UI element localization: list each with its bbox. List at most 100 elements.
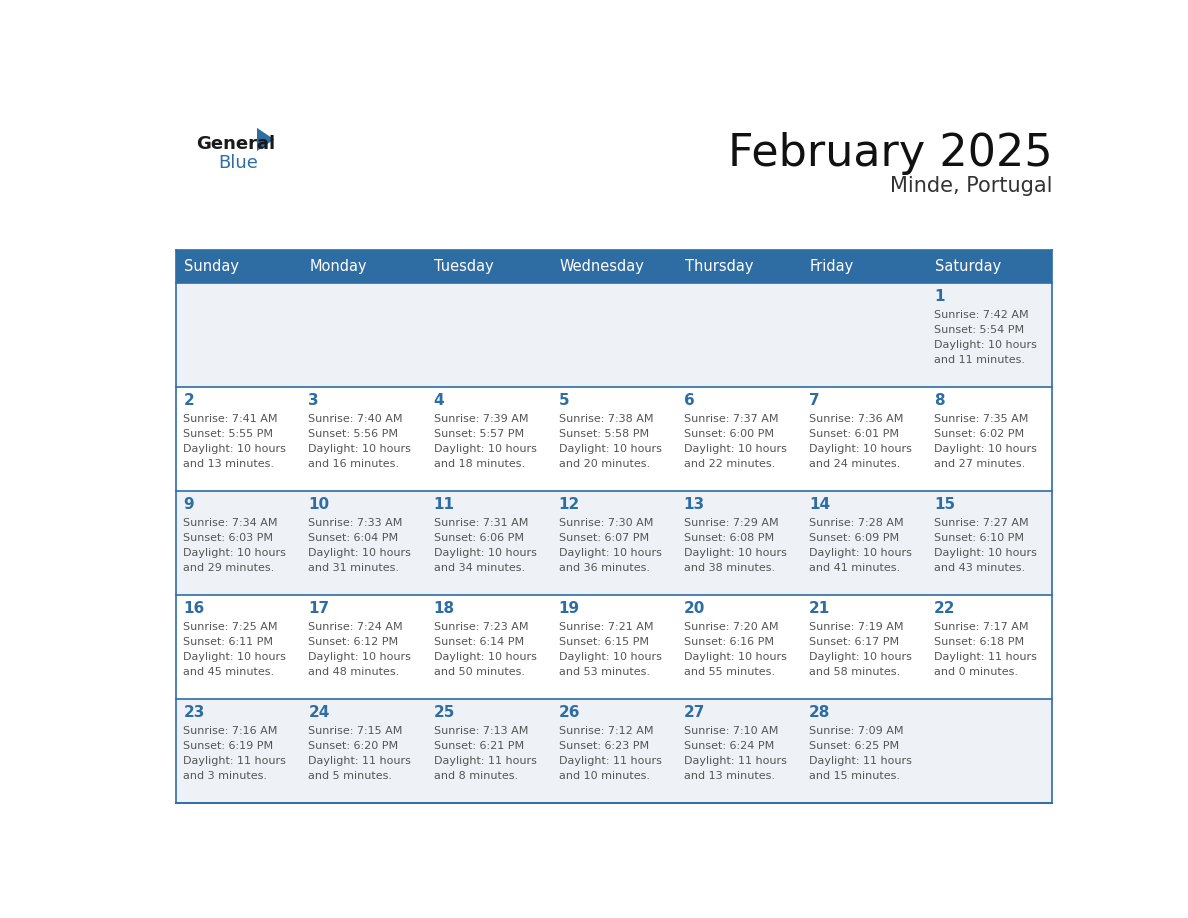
Text: and 11 minutes.: and 11 minutes. — [934, 354, 1025, 364]
Bar — [927, 699, 1053, 803]
Bar — [176, 283, 302, 386]
Text: 16: 16 — [183, 601, 204, 616]
Bar — [927, 251, 1053, 283]
Bar — [302, 386, 426, 491]
Text: and 41 minutes.: and 41 minutes. — [809, 563, 901, 573]
Text: Sunrise: 7:38 AM: Sunrise: 7:38 AM — [558, 414, 653, 424]
Text: and 13 minutes.: and 13 minutes. — [183, 459, 274, 469]
Text: Sunrise: 7:34 AM: Sunrise: 7:34 AM — [183, 518, 278, 528]
Bar — [677, 595, 802, 699]
Text: Daylight: 10 hours: Daylight: 10 hours — [809, 652, 911, 662]
Text: Daylight: 10 hours: Daylight: 10 hours — [684, 443, 786, 453]
Text: and 31 minutes.: and 31 minutes. — [309, 563, 399, 573]
Text: 1: 1 — [934, 289, 944, 304]
Text: Sunrise: 7:25 AM: Sunrise: 7:25 AM — [183, 621, 278, 632]
Text: Sunrise: 7:17 AM: Sunrise: 7:17 AM — [934, 621, 1029, 632]
Text: Sunset: 5:58 PM: Sunset: 5:58 PM — [558, 429, 649, 439]
Bar — [802, 595, 927, 699]
Bar — [551, 595, 677, 699]
Text: 11: 11 — [434, 497, 455, 512]
Bar — [802, 251, 927, 283]
Text: Sunrise: 7:09 AM: Sunrise: 7:09 AM — [809, 726, 903, 736]
Text: and 27 minutes.: and 27 minutes. — [934, 459, 1025, 469]
Bar — [176, 386, 302, 491]
Bar — [302, 251, 426, 283]
Text: Tuesday: Tuesday — [435, 259, 494, 274]
Text: Sunrise: 7:40 AM: Sunrise: 7:40 AM — [309, 414, 403, 424]
Text: Sunrise: 7:41 AM: Sunrise: 7:41 AM — [183, 414, 278, 424]
Bar — [426, 251, 551, 283]
Text: General: General — [196, 135, 276, 152]
Text: and 20 minutes.: and 20 minutes. — [558, 459, 650, 469]
Text: Sunrise: 7:19 AM: Sunrise: 7:19 AM — [809, 621, 903, 632]
Text: Sunset: 6:01 PM: Sunset: 6:01 PM — [809, 429, 899, 439]
Text: 25: 25 — [434, 705, 455, 721]
Text: Sunset: 6:14 PM: Sunset: 6:14 PM — [434, 637, 524, 647]
Text: 3: 3 — [309, 393, 320, 408]
Text: 19: 19 — [558, 601, 580, 616]
Text: Blue: Blue — [219, 153, 258, 172]
Bar — [302, 699, 426, 803]
Text: Daylight: 11 hours: Daylight: 11 hours — [809, 756, 911, 766]
Text: Sunset: 6:03 PM: Sunset: 6:03 PM — [183, 532, 273, 543]
Bar — [176, 491, 302, 595]
Text: Daylight: 10 hours: Daylight: 10 hours — [183, 548, 286, 558]
Text: Sunrise: 7:16 AM: Sunrise: 7:16 AM — [183, 726, 278, 736]
Text: Sunrise: 7:28 AM: Sunrise: 7:28 AM — [809, 518, 904, 528]
Bar — [426, 699, 551, 803]
Text: Sunrise: 7:36 AM: Sunrise: 7:36 AM — [809, 414, 903, 424]
Text: 26: 26 — [558, 705, 580, 721]
Text: Daylight: 10 hours: Daylight: 10 hours — [434, 548, 537, 558]
Text: Saturday: Saturday — [935, 259, 1001, 274]
Text: Sunset: 6:17 PM: Sunset: 6:17 PM — [809, 637, 899, 647]
Text: Sunset: 6:23 PM: Sunset: 6:23 PM — [558, 741, 649, 751]
Text: Daylight: 10 hours: Daylight: 10 hours — [434, 443, 537, 453]
Text: Daylight: 10 hours: Daylight: 10 hours — [309, 443, 411, 453]
Text: Sunrise: 7:27 AM: Sunrise: 7:27 AM — [934, 518, 1029, 528]
Text: 21: 21 — [809, 601, 830, 616]
Text: 17: 17 — [309, 601, 329, 616]
Text: Monday: Monday — [309, 259, 367, 274]
Bar — [927, 491, 1053, 595]
Text: Daylight: 10 hours: Daylight: 10 hours — [183, 652, 286, 662]
Text: Sunset: 6:19 PM: Sunset: 6:19 PM — [183, 741, 273, 751]
Bar — [302, 283, 426, 386]
Text: and 53 minutes.: and 53 minutes. — [558, 667, 650, 677]
Text: and 50 minutes.: and 50 minutes. — [434, 667, 525, 677]
Text: Sunrise: 7:21 AM: Sunrise: 7:21 AM — [558, 621, 653, 632]
Text: Daylight: 10 hours: Daylight: 10 hours — [309, 652, 411, 662]
Bar — [802, 386, 927, 491]
Text: Daylight: 10 hours: Daylight: 10 hours — [809, 548, 911, 558]
Text: Sunrise: 7:29 AM: Sunrise: 7:29 AM — [684, 518, 778, 528]
Text: Sunday: Sunday — [184, 259, 239, 274]
Text: Sunset: 5:57 PM: Sunset: 5:57 PM — [434, 429, 524, 439]
Bar — [677, 251, 802, 283]
Text: 28: 28 — [809, 705, 830, 721]
Text: 14: 14 — [809, 497, 830, 512]
Bar — [426, 283, 551, 386]
Text: Sunset: 6:02 PM: Sunset: 6:02 PM — [934, 429, 1024, 439]
Text: Daylight: 10 hours: Daylight: 10 hours — [558, 443, 662, 453]
Polygon shape — [257, 128, 274, 151]
Text: Sunset: 5:55 PM: Sunset: 5:55 PM — [183, 429, 273, 439]
Bar — [927, 283, 1053, 386]
Text: 15: 15 — [934, 497, 955, 512]
Text: 10: 10 — [309, 497, 329, 512]
Text: Sunset: 6:25 PM: Sunset: 6:25 PM — [809, 741, 899, 751]
Text: and 24 minutes.: and 24 minutes. — [809, 459, 901, 469]
Text: Sunset: 6:15 PM: Sunset: 6:15 PM — [558, 637, 649, 647]
Text: Minde, Portugal: Minde, Portugal — [890, 175, 1053, 196]
Text: Daylight: 11 hours: Daylight: 11 hours — [309, 756, 411, 766]
Text: 6: 6 — [684, 393, 695, 408]
Text: 4: 4 — [434, 393, 444, 408]
Text: Sunset: 5:56 PM: Sunset: 5:56 PM — [309, 429, 398, 439]
Text: 22: 22 — [934, 601, 955, 616]
Text: Daylight: 11 hours: Daylight: 11 hours — [558, 756, 662, 766]
Bar — [302, 595, 426, 699]
Text: Sunrise: 7:31 AM: Sunrise: 7:31 AM — [434, 518, 527, 528]
Text: Friday: Friday — [810, 259, 854, 274]
Text: Sunset: 6:10 PM: Sunset: 6:10 PM — [934, 532, 1024, 543]
Bar — [551, 251, 677, 283]
Text: 13: 13 — [684, 497, 704, 512]
Text: Sunrise: 7:24 AM: Sunrise: 7:24 AM — [309, 621, 403, 632]
